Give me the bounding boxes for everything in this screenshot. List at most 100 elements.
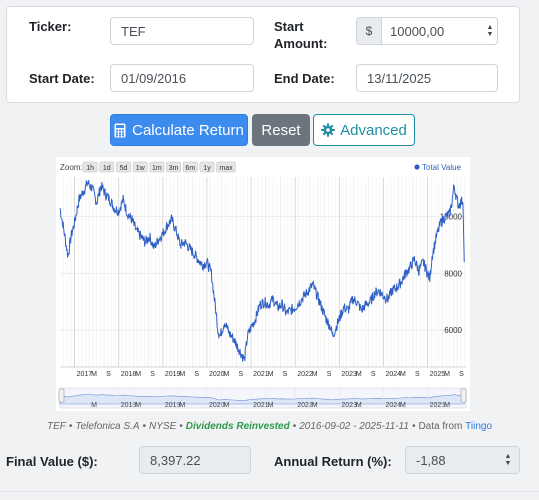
end-date-label: End Date: <box>274 70 335 87</box>
navigator-tick-label: M <box>444 402 450 409</box>
x-tick-label: 2022 <box>297 371 313 378</box>
advanced-button[interactable]: Advanced <box>313 114 415 146</box>
x-tick-label: S <box>150 371 155 378</box>
start-date-label: Start Date: <box>29 70 95 87</box>
caption-separator: • <box>179 421 183 432</box>
input-form-card: Ticker: TEF Start Amount: $ 10000,00 ▲ ▼… <box>6 6 520 103</box>
zoom-button-label[interactable]: max <box>219 165 233 172</box>
navigator-left-handle[interactable] <box>59 389 64 402</box>
zoom-buttons: 1h 1d 5d 1w 1m 3m 6m 1y max <box>83 162 235 172</box>
x-tick-label: M <box>135 371 141 378</box>
navigator-tick-label: 2021 <box>253 402 269 409</box>
navigator-tick-label: M <box>356 402 362 409</box>
x-tick-label: S <box>106 371 111 378</box>
navigator-tick-label: M <box>312 402 318 409</box>
advanced-label: Advanced <box>340 122 407 139</box>
caption-date-range: 2016-09-02 - 2025-11-11 <box>299 421 409 432</box>
ticker-input[interactable]: TEF <box>110 17 254 45</box>
zoom-button-label[interactable]: 1y <box>203 165 211 172</box>
chart-caption: TEF • Telefonica S.A • NYSE • Dividends Reinve… <box>0 421 539 432</box>
start-amount-value: 10000,00 <box>382 18 483 44</box>
caption-separator: • <box>412 421 416 432</box>
x-axis: 2017M S 2018M S 2019M S 2020M S 2021M S 2022M S 2023… <box>77 371 465 378</box>
annual-return-label: Annual Return (%): <box>274 454 392 469</box>
zoom-label: Zoom: <box>60 163 83 172</box>
final-value-output: 8,397.22 <box>139 446 251 474</box>
stock-chart[interactable]: Zoom: 1h 1d 5d 1w 1m 3m 6m 1y max Total Value 20… <box>56 157 470 411</box>
start-amount-input-group[interactable]: $ 10000,00 ▲ ▼ <box>356 17 498 45</box>
x-tick-label: S <box>239 371 244 378</box>
annual-return: -1,88 <box>416 453 446 468</box>
navigator-right-handle[interactable] <box>461 389 466 402</box>
x-tick-label: M <box>179 371 185 378</box>
caption-exchange: NYSE <box>149 421 176 432</box>
x-tick-label: S <box>415 371 420 378</box>
y-tick-label: 6000 <box>444 326 462 335</box>
stepper-down-icon[interactable]: ▼ <box>487 31 494 38</box>
chart-svg[interactable]: Zoom: 1h 1d 5d 1w 1m 3m 6m 1y max Total Value 20… <box>56 157 470 411</box>
x-tick-label: 2017 <box>77 371 93 378</box>
x-tick-label: M <box>268 371 274 378</box>
x-tick-label: S <box>194 371 199 378</box>
navigator-tick-label: M <box>135 402 141 409</box>
x-tick-label: 2024 <box>385 371 401 378</box>
stepper-up-icon[interactable]: ▲ <box>487 24 494 31</box>
navigator-tick-label: 2023 <box>341 402 357 409</box>
zoom-button-label[interactable]: 1d <box>103 165 111 172</box>
zoom-button-label[interactable]: 1h <box>86 165 94 172</box>
caption-separator: • <box>143 421 147 432</box>
navigator-tick-label: M <box>268 402 274 409</box>
amount-stepper-icon[interactable]: ▲ ▼ <box>483 18 497 44</box>
navigator-tick-label: 2020 <box>209 402 225 409</box>
final-value: 8,397.22 <box>150 453 201 468</box>
ticker-label: Ticker: <box>29 18 71 35</box>
navigator-tick-label: M <box>91 402 97 409</box>
x-tick-label: 2025 <box>430 371 446 378</box>
caption-separator: • <box>69 421 73 432</box>
x-tick-label: 2020 <box>209 371 225 378</box>
x-tick-label: M <box>312 371 318 378</box>
navigator-tick-label: 2025 <box>430 402 446 409</box>
zoom-button-label[interactable]: 5d <box>120 165 128 172</box>
end-date-value: 13/11/2025 <box>367 71 431 86</box>
page-divider <box>0 491 539 492</box>
legend-label[interactable]: Total Value <box>422 163 462 172</box>
start-date-value: 01/09/2016 <box>121 71 186 86</box>
x-tick-label: M <box>444 371 450 378</box>
caption-dividends: Dividends Reinvested <box>186 421 290 432</box>
calculate-return-button[interactable]: Calculate Return <box>110 114 248 146</box>
zoom-button-label[interactable]: 3m <box>169 165 179 172</box>
caption-ticker: TEF <box>47 421 66 432</box>
gear-icon <box>321 123 335 137</box>
calculate-return-label: Calculate Return <box>132 122 244 139</box>
final-value-label: Final Value ($): <box>6 454 98 469</box>
x-tick-label: 2018 <box>121 371 137 378</box>
navigator-tick-label: 2022 <box>297 402 313 409</box>
ticker-value: TEF <box>121 24 146 39</box>
zoom-button-label[interactable]: 1m <box>152 165 162 172</box>
x-tick-label: S <box>459 371 464 378</box>
navigator-tick-label: M <box>224 402 230 409</box>
tiingo-link[interactable]: Tiingo <box>465 421 492 432</box>
zoom-button-label[interactable]: 1w <box>136 165 146 172</box>
x-tick-label: M <box>224 371 230 378</box>
end-date-input[interactable]: 13/11/2025 <box>356 64 498 92</box>
x-tick-label: M <box>400 371 406 378</box>
start-date-input[interactable]: 01/09/2016 <box>110 64 254 92</box>
x-tick-label: S <box>283 371 288 378</box>
zoom-button-label[interactable]: 6m <box>185 165 195 172</box>
legend-marker-icon <box>414 164 419 169</box>
reset-button[interactable]: Reset <box>252 114 310 146</box>
annual-return-stepper-icon: ▲ ▼ <box>503 453 513 467</box>
x-tick-label: S <box>371 371 376 378</box>
reset-label: Reset <box>261 122 300 139</box>
start-amount-label-line2: Amount: <box>274 35 327 52</box>
x-tick-label: 2019 <box>165 371 181 378</box>
caption-company: Telefonica S.A <box>75 421 139 432</box>
annual-return-output: -1,88 ▲ ▼ <box>405 446 520 474</box>
start-amount-label-line1: Start <box>274 18 304 35</box>
y-tick-label: 8000 <box>444 269 462 278</box>
navigator-tick-label: 2019 <box>165 402 181 409</box>
x-tick-label: 2021 <box>253 371 269 378</box>
x-tick-label: 2023 <box>341 371 357 378</box>
